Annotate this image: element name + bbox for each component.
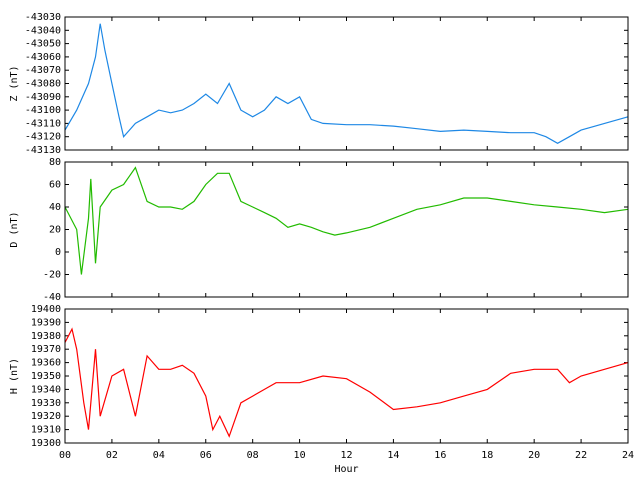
plot-frame	[64, 308, 629, 444]
x-tick-label: 14	[387, 450, 399, 461]
x-tick-label: 08	[247, 450, 259, 461]
y-tick-label: -43060	[25, 52, 61, 63]
y-tick-label: -43050	[25, 39, 61, 50]
x-tick-label: 10	[294, 450, 306, 461]
y-tick-label: -43130	[25, 145, 61, 156]
x-tick-label: 00	[59, 450, 71, 461]
y-tick-label: -43100	[25, 105, 61, 116]
y-tick-label: -43110	[25, 118, 61, 129]
data-line	[64, 23, 629, 144]
y-tick-label: 19400	[31, 304, 61, 315]
y-tick-label: -40	[43, 292, 61, 303]
y-axis-label: D (nT)	[9, 211, 20, 247]
y-tick-label: 19310	[31, 425, 61, 436]
y-tick-label: -20	[43, 270, 61, 281]
y-tick-label: 19380	[31, 331, 61, 342]
y-tick-label: 19370	[31, 344, 61, 355]
y-tick-label: 0	[55, 247, 61, 258]
y-tick-label: -43120	[25, 132, 61, 143]
y-tick-label: -43030	[25, 12, 61, 23]
y-tick-label: 80	[49, 157, 61, 168]
y-tick-label: 40	[49, 202, 61, 213]
x-tick-label: 02	[106, 450, 118, 461]
y-tick-label: 19360	[31, 358, 61, 369]
x-tick-label: 22	[575, 450, 587, 461]
plot-frame	[64, 16, 629, 151]
y-tick-label: 60	[49, 180, 61, 191]
y-tick-label: -43040	[25, 25, 61, 36]
x-tick-label: 12	[340, 450, 352, 461]
y-tick-label: 19350	[31, 371, 61, 382]
x-tick-label: 16	[434, 450, 446, 461]
data-line	[64, 327, 629, 438]
y-tick-label: 19330	[31, 398, 61, 409]
y-axis-label: H (nT)	[9, 358, 20, 394]
y-tick-label: 19340	[31, 384, 61, 395]
x-tick-label: 20	[528, 450, 540, 461]
x-tick-label: 04	[153, 450, 165, 461]
x-tick-label: 24	[622, 450, 634, 461]
y-tick-label: -43090	[25, 92, 61, 103]
x-tick-label: 18	[481, 450, 493, 461]
y-tick-label: -43080	[25, 79, 61, 90]
y-tick-label: 19300	[31, 438, 61, 449]
y-tick-label: 19390	[31, 317, 61, 328]
x-tick-label: 06	[200, 450, 212, 461]
y-tick-label: 20	[49, 225, 61, 236]
x-axis-label: Hour	[334, 464, 358, 475]
plot-frame	[64, 161, 629, 298]
y-tick-label: 19320	[31, 411, 61, 422]
data-line	[64, 166, 629, 275]
y-tick-label: -43070	[25, 65, 61, 76]
y-axis-label: Z (nT)	[9, 65, 20, 101]
